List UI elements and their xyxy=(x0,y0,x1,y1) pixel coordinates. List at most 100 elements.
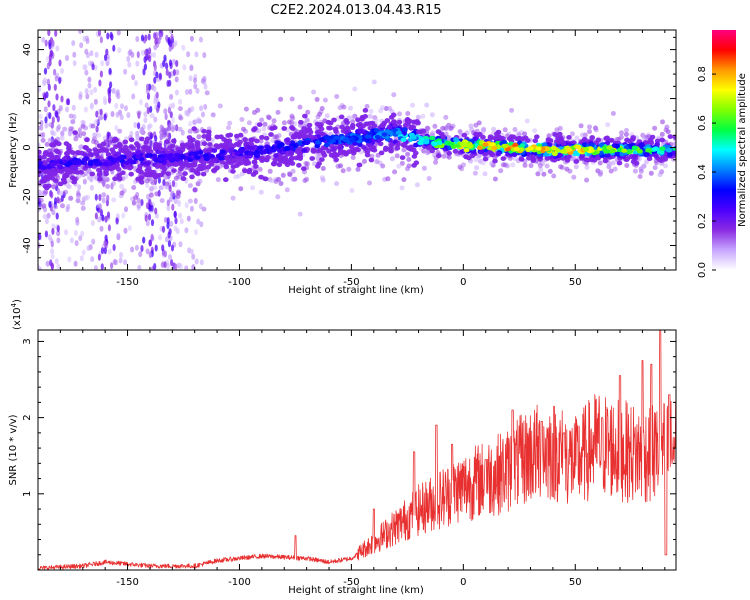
spectral-cell xyxy=(530,154,536,160)
spectral-cell xyxy=(368,157,375,163)
spectral-cell xyxy=(123,227,128,234)
spectral-cell xyxy=(187,138,194,144)
spectral-cell xyxy=(284,187,290,193)
spectral-cell xyxy=(158,146,164,152)
spectral-cell xyxy=(663,163,668,169)
spectral-cell xyxy=(258,189,264,195)
spectral-cell xyxy=(50,155,56,161)
spectral-cell xyxy=(49,162,56,167)
spectrogram-x-axis: -150 -100 -50 0 50 xyxy=(37,30,666,288)
spectral-cell xyxy=(233,141,240,147)
spectral-cell xyxy=(102,135,107,142)
spectral-cell xyxy=(624,137,630,143)
spectral-cell xyxy=(147,131,153,137)
spectral-cell xyxy=(512,142,519,148)
spectral-cell xyxy=(492,176,498,182)
spectral-cell xyxy=(524,138,531,144)
spectral-cell xyxy=(413,142,419,148)
spectral-cell xyxy=(659,131,665,137)
colorbar-tick-label: 0.2 xyxy=(697,213,708,229)
spectral-cell xyxy=(178,98,183,105)
spectral-cell xyxy=(363,121,370,127)
spectral-cell xyxy=(174,152,181,158)
spectral-cell xyxy=(156,106,160,114)
spectral-cell xyxy=(118,147,124,153)
spectral-cell xyxy=(138,176,144,181)
spectral-cell xyxy=(273,179,279,184)
spectral-cell xyxy=(184,89,189,95)
spectral-cell xyxy=(405,151,411,157)
spectral-cell xyxy=(187,198,193,204)
spectral-cell xyxy=(593,127,599,133)
spectral-cell xyxy=(169,111,173,119)
spectral-cell xyxy=(397,111,402,117)
spectral-cell xyxy=(94,51,99,58)
spectral-cell xyxy=(589,157,595,163)
spectral-cell xyxy=(615,151,621,157)
spectral-cell xyxy=(362,158,367,164)
spectral-cell xyxy=(217,103,223,109)
y-tick-label: 3 xyxy=(22,338,33,344)
spectral-cell xyxy=(315,140,321,145)
spectral-cell xyxy=(162,60,166,68)
spectral-cell xyxy=(53,83,57,91)
spectral-cell xyxy=(215,177,221,183)
spectral-cell xyxy=(364,103,370,109)
spectral-cell xyxy=(426,144,433,150)
spectral-cell xyxy=(387,106,393,111)
spectral-cell xyxy=(624,163,630,168)
spectral-cell xyxy=(202,52,207,59)
spectral-cell xyxy=(77,184,82,191)
spectral-cell xyxy=(284,146,291,151)
spectral-cell xyxy=(175,199,181,205)
spectral-cell xyxy=(163,261,167,269)
spectral-cell xyxy=(323,142,330,148)
spectral-cell xyxy=(174,217,178,225)
spectral-cell xyxy=(46,212,51,219)
spectral-cell xyxy=(415,114,421,120)
spectral-cell xyxy=(213,143,220,149)
spectral-cell xyxy=(164,154,171,159)
spectral-cell xyxy=(155,71,159,79)
spectral-cell xyxy=(142,171,149,177)
spectral-cell xyxy=(528,163,534,169)
spectral-cell xyxy=(578,123,584,129)
spectral-cell xyxy=(69,237,74,244)
spectral-cell xyxy=(56,124,61,131)
spectral-cell xyxy=(267,168,273,174)
spectral-cell xyxy=(672,135,676,140)
spectral-cell xyxy=(96,143,103,149)
spectral-cell xyxy=(105,48,109,56)
spectral-cell xyxy=(387,130,393,135)
y-tick-label: 1 xyxy=(22,491,33,497)
spectral-cell xyxy=(153,64,157,72)
spectral-cell xyxy=(195,145,201,151)
spectral-cell xyxy=(530,158,537,163)
spectral-cell xyxy=(56,237,61,244)
spectral-cell xyxy=(115,217,119,225)
spectral-cell xyxy=(74,240,79,247)
spectral-cell xyxy=(144,102,149,109)
spectral-cell xyxy=(47,100,51,108)
spectral-cell xyxy=(116,93,121,100)
spectral-cell xyxy=(256,122,263,127)
spectral-cell xyxy=(104,54,108,62)
spectral-cell xyxy=(91,139,97,145)
spectral-cell xyxy=(107,96,112,103)
spectral-cell xyxy=(206,129,212,135)
spectral-cell xyxy=(168,71,172,79)
spectral-cell xyxy=(140,160,146,166)
spectral-cell xyxy=(290,176,296,182)
spectral-cell xyxy=(310,147,317,153)
spectral-cell xyxy=(108,86,112,94)
spectral-cell xyxy=(110,262,114,270)
spectral-cell xyxy=(637,174,643,179)
spectral-cell xyxy=(304,117,310,123)
spectral-cell xyxy=(201,206,207,212)
spectral-cell xyxy=(261,126,267,132)
spectral-cell xyxy=(244,153,250,159)
spectral-cell xyxy=(54,258,59,265)
spectral-cell xyxy=(47,30,51,37)
spectral-cell xyxy=(101,192,107,198)
spectral-cell xyxy=(171,168,177,174)
